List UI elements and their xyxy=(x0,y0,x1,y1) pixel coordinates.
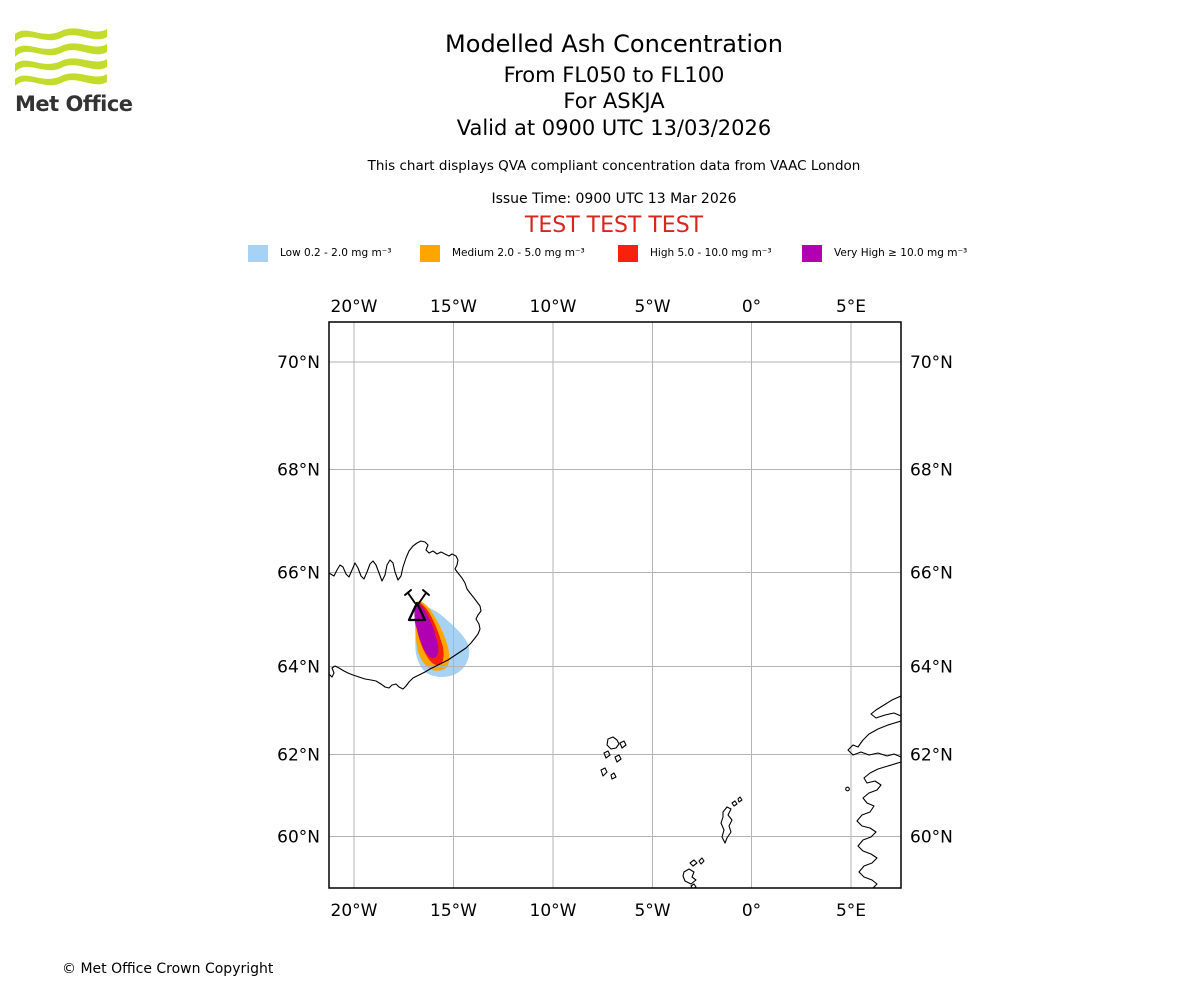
legend-item-medium: Medium 2.0 - 5.0 mg m⁻³ xyxy=(420,243,585,263)
orkney-coastline xyxy=(682,857,705,888)
lat-tick-label: 64°N xyxy=(277,658,320,678)
lon-labels-bottom: 20°W 15°W 10°W 5°W 0° 5°E xyxy=(331,901,867,921)
coastlines xyxy=(329,540,901,888)
graticule xyxy=(329,322,901,888)
lat-labels-left: 70°N 68°N 66°N 64°N 62°N 60°N xyxy=(277,353,320,848)
lon-tick-label: 10°W xyxy=(530,297,577,317)
low-swatch-icon xyxy=(248,244,268,262)
high-swatch-icon xyxy=(618,244,638,262)
legend-item-low: Low 0.2 - 2.0 mg m⁻³ xyxy=(248,243,391,263)
lon-tick-label: 0° xyxy=(742,901,761,921)
copyright-notice: © Met Office Crown Copyright xyxy=(62,961,274,977)
lat-tick-label: 60°N xyxy=(277,828,320,848)
legend-label: Low 0.2 - 2.0 mg m⁻³ xyxy=(280,247,392,259)
issue-time: Issue Time: 0900 UTC 13 Mar 2026 xyxy=(491,191,737,207)
iceland-coastline xyxy=(329,540,482,690)
lon-tick-label: 10°W xyxy=(530,901,577,921)
lon-tick-label: 5°E xyxy=(836,901,866,921)
volcano-subtitle: For ASKJA xyxy=(563,89,665,113)
lon-tick-label: 15°W xyxy=(430,297,477,317)
lat-tick-label: 68°N xyxy=(910,461,953,481)
lat-tick-label: 66°N xyxy=(277,564,320,584)
flight-levels-subtitle: From FL050 to FL100 xyxy=(503,63,725,87)
lon-tick-label: 5°W xyxy=(634,297,670,317)
valid-time-subtitle: Valid at 0900 UTC 13/03/2026 xyxy=(456,116,772,140)
lat-tick-label: 70°N xyxy=(910,353,953,373)
met-office-logo-text: Met Office xyxy=(15,92,133,116)
medium-swatch-icon xyxy=(420,244,440,262)
legend-item-high: High 5.0 - 10.0 mg m⁻³ xyxy=(618,243,772,263)
map-frame xyxy=(328,321,902,889)
volcano-marker-icon xyxy=(404,589,430,622)
very-high-swatch-icon xyxy=(802,244,822,262)
met-office-waves-icon xyxy=(15,28,107,86)
ash-contour-very-high xyxy=(414,602,439,659)
lat-tick-label: 68°N xyxy=(277,461,320,481)
lon-tick-label: 0° xyxy=(742,297,761,317)
lat-tick-label: 70°N xyxy=(277,353,320,373)
lon-tick-label: 5°W xyxy=(634,901,670,921)
lat-tick-label: 62°N xyxy=(910,746,953,766)
lon-tick-label: 20°W xyxy=(331,297,378,317)
legend-label: Very High ≥ 10.0 mg m⁻³ xyxy=(834,247,968,259)
lat-tick-label: 66°N xyxy=(910,564,953,584)
lat-tick-label: 60°N xyxy=(910,828,953,848)
lon-tick-label: 20°W xyxy=(331,901,378,921)
lon-tick-label: 15°W xyxy=(430,901,477,921)
norway-coastline xyxy=(845,695,901,888)
lon-labels-top: 20°W 15°W 10°W 5°W 0° 5°E xyxy=(331,297,867,317)
lat-tick-label: 64°N xyxy=(910,658,953,678)
lat-labels-right: 70°N 68°N 66°N 64°N 62°N 60°N xyxy=(910,353,953,848)
concentration-legend: Low 0.2 - 2.0 mg m⁻³ Medium 2.0 - 5.0 mg… xyxy=(0,243,1200,265)
qva-compliance-note: This chart displays QVA compliant concen… xyxy=(367,158,861,174)
test-banner: TEST TEST TEST xyxy=(524,213,704,238)
met-office-logo: Met Office xyxy=(15,26,135,116)
faroe-islands-coastline xyxy=(600,736,627,780)
page-title: Modelled Ash Concentration xyxy=(445,30,783,58)
lat-tick-label: 62°N xyxy=(277,746,320,766)
legend-label: High 5.0 - 10.0 mg m⁻³ xyxy=(650,247,772,259)
shetland-coastline xyxy=(720,796,743,844)
lon-tick-label: 5°E xyxy=(836,297,866,317)
legend-label: Medium 2.0 - 5.0 mg m⁻³ xyxy=(452,247,585,259)
legend-item-very-high: Very High ≥ 10.0 mg m⁻³ xyxy=(802,243,967,263)
